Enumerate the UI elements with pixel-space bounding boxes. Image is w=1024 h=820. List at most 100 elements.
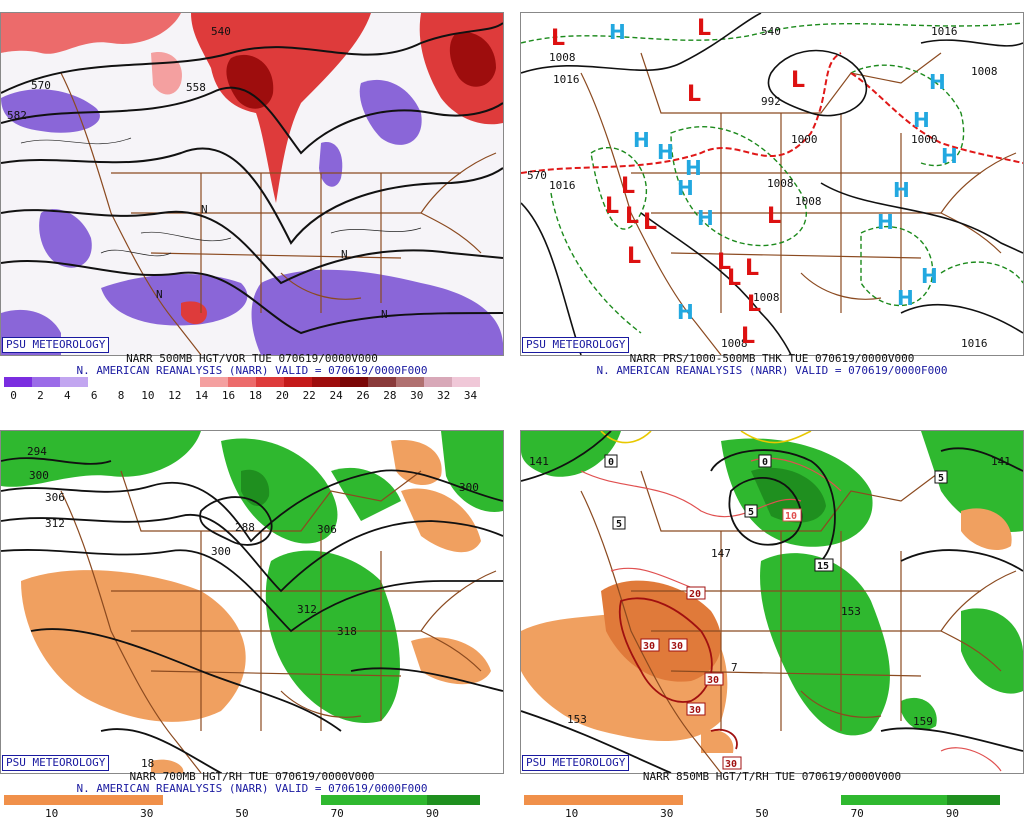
brand-label: PSU METEOROLOGY <box>522 337 630 353</box>
colorbar-swatch <box>374 795 428 805</box>
svg-text:153: 153 <box>841 605 861 618</box>
colorbar-tick-label: 30 <box>660 807 674 820</box>
colorbar-tick-label: 50 <box>755 807 769 820</box>
colorbar-swatch <box>88 377 116 387</box>
svg-text:992: 992 <box>761 95 781 108</box>
colorbar-swatch <box>200 377 228 387</box>
colorbar-swatch <box>427 795 481 805</box>
colorbar-tick-label: 90 <box>945 807 960 820</box>
svg-text:H: H <box>657 140 674 164</box>
svg-text:10: 10 <box>785 511 797 522</box>
svg-text:300: 300 <box>211 545 231 558</box>
vorticity-colorbar <box>4 377 480 387</box>
svg-text:H: H <box>633 128 650 152</box>
svg-text:L: L <box>747 292 761 317</box>
colorbar-tick-label: 10 <box>44 807 59 820</box>
colorbar-tick-label: 50 <box>235 807 249 820</box>
panel-500mb-hgt-vor: 540 570 582 558 N N N N PSU METEOROLOGY … <box>0 0 504 402</box>
svg-text:L: L <box>767 204 781 229</box>
svg-text:L: L <box>741 324 755 349</box>
svg-text:N: N <box>381 308 388 321</box>
svg-text:15: 15 <box>817 561 829 572</box>
svg-text:30: 30 <box>725 759 737 770</box>
colorbar-swatch <box>452 377 480 387</box>
svg-text:582: 582 <box>7 109 27 122</box>
svg-text:L: L <box>717 250 731 275</box>
svg-text:H: H <box>921 264 938 288</box>
colorbar-swatch <box>629 795 683 805</box>
svg-text:L: L <box>745 256 759 281</box>
svg-text:288: 288 <box>235 521 255 534</box>
svg-text:147: 147 <box>711 547 731 560</box>
svg-text:5: 5 <box>616 519 622 530</box>
colorbar-tick-label: 70 <box>850 807 864 820</box>
svg-text:N: N <box>156 288 163 301</box>
svg-text:141: 141 <box>991 455 1011 468</box>
svg-text:318: 318 <box>337 625 357 638</box>
svg-text:L: L <box>627 244 641 269</box>
colorbar-swatch <box>56 795 110 805</box>
svg-text:153: 153 <box>567 713 587 726</box>
svg-text:L: L <box>727 266 741 291</box>
svg-text:30: 30 <box>689 705 701 716</box>
colorbar-tick-label: 4 <box>63 389 71 402</box>
valid-time-line: N. AMERICAN REANALYSIS (NARR) VALID = 07… <box>76 782 428 795</box>
valid-time-line: N. AMERICAN REANALYSIS (NARR) VALID = 07… <box>76 364 428 377</box>
colorbar-swatch <box>340 377 368 387</box>
svg-text:570: 570 <box>31 79 51 92</box>
colorbar-tick-label: 14 <box>195 389 209 402</box>
colorbar-tick-label: 20 <box>275 389 289 402</box>
product-title: NARR PRS/1000-500MB THK TUE 070619/0000V… <box>629 352 915 365</box>
svg-text:30: 30 <box>671 641 683 652</box>
svg-text:L: L <box>621 174 635 199</box>
brand-label: PSU METEOROLOGY <box>2 755 110 771</box>
colorbar-swatch <box>172 377 200 387</box>
colorbar-tick-label: 8 <box>117 389 125 402</box>
svg-text:L: L <box>687 82 701 107</box>
colorbar-swatch <box>894 795 948 805</box>
svg-text:1000: 1000 <box>911 133 938 146</box>
colorbar-swatch <box>735 795 789 805</box>
brand-label: PSU METEOROLOGY <box>2 337 110 353</box>
svg-text:1008: 1008 <box>767 177 794 190</box>
rh-colorbar <box>4 795 481 805</box>
product-title: NARR 500MB HGT/VOR TUE 070619/0000V000 <box>126 352 378 365</box>
svg-text:300: 300 <box>29 469 49 482</box>
colorbar-swatch <box>368 377 396 387</box>
svg-text:H: H <box>897 286 914 310</box>
colorbar-ticks: 10 30 50 70 90 <box>0 807 504 820</box>
svg-text:N: N <box>341 248 348 261</box>
svg-text:0: 0 <box>762 457 768 468</box>
colorbar-swatch <box>312 377 340 387</box>
svg-text:1000: 1000 <box>791 133 818 146</box>
svg-text:5: 5 <box>748 507 754 518</box>
svg-text:159: 159 <box>913 715 933 728</box>
colorbar-tick-label: 28 <box>383 389 397 402</box>
colorbar-swatch <box>524 795 577 805</box>
colorbar-swatch <box>4 795 57 805</box>
svg-text:540: 540 <box>761 25 781 38</box>
colorbar-tick-label: 22 <box>302 389 316 402</box>
svg-text:L: L <box>625 204 639 229</box>
colorbar-tick-label: 10 <box>564 807 579 820</box>
svg-text:1008: 1008 <box>971 65 998 78</box>
svg-text:30: 30 <box>707 675 719 686</box>
colorbar-tick-label: 6 <box>90 389 98 402</box>
svg-text:L: L <box>643 210 657 235</box>
svg-text:1008: 1008 <box>721 337 748 350</box>
colorbar-swatch <box>228 377 256 387</box>
svg-text:H: H <box>929 70 946 94</box>
colorbar-swatch <box>116 377 144 387</box>
colorbar-tick-label: 34 <box>463 389 478 402</box>
colorbar-swatch <box>215 795 269 805</box>
brand-label: PSU METEOROLOGY <box>522 755 630 771</box>
panel-850mb-hgt-t-rh: 141 141 147 153 153 159 7 0 0 5 5 5 10 1… <box>520 418 1024 820</box>
svg-text:L: L <box>551 26 565 51</box>
svg-text:H: H <box>913 108 930 132</box>
svg-text:570: 570 <box>527 169 547 182</box>
colorbar-tick-label: 26 <box>356 389 370 402</box>
svg-text:H: H <box>877 210 894 234</box>
svg-text:18: 18 <box>141 757 154 770</box>
svg-text:294: 294 <box>27 445 47 458</box>
svg-text:N: N <box>201 203 208 216</box>
